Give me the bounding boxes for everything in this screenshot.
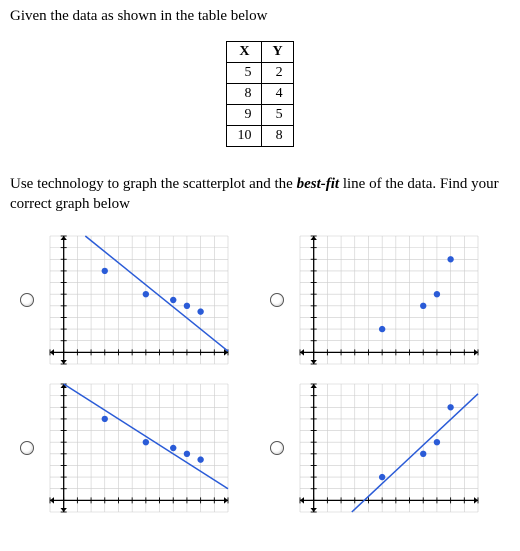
chart-D bbox=[294, 378, 484, 518]
data-point bbox=[143, 291, 149, 297]
table-row: 95 bbox=[227, 105, 293, 126]
data-point bbox=[379, 474, 385, 480]
choices-grid bbox=[10, 230, 510, 518]
data-point bbox=[102, 416, 108, 422]
instruction-text: Use technology to graph the scatterplot … bbox=[10, 175, 510, 214]
data-point bbox=[420, 451, 426, 457]
instruction-bold: best-fit bbox=[297, 176, 340, 192]
table-header: Y bbox=[262, 42, 293, 63]
table-header: X bbox=[227, 42, 262, 63]
data-point bbox=[197, 308, 203, 314]
table-cell: 8 bbox=[262, 126, 293, 147]
radio-D[interactable] bbox=[270, 441, 284, 455]
chart-B bbox=[294, 230, 484, 370]
data-point bbox=[102, 268, 108, 274]
data-point bbox=[170, 297, 176, 303]
data-point bbox=[184, 303, 190, 309]
choice-D bbox=[270, 378, 510, 518]
data-point bbox=[447, 404, 453, 410]
instruction-pre: Use technology to graph the scatterplot … bbox=[10, 176, 297, 192]
table-cell: 10 bbox=[227, 126, 262, 147]
radio-A[interactable] bbox=[20, 293, 34, 307]
data-point bbox=[447, 256, 453, 262]
data-point bbox=[184, 451, 190, 457]
chart-C bbox=[44, 378, 234, 518]
table-row: 52 bbox=[227, 63, 293, 84]
table-cell: 5 bbox=[227, 63, 262, 84]
table-cell: 8 bbox=[227, 84, 262, 105]
data-point bbox=[434, 439, 440, 445]
radio-C[interactable] bbox=[20, 441, 34, 455]
table-cell: 4 bbox=[262, 84, 293, 105]
data-point bbox=[420, 303, 426, 309]
data-table: XY 528495108 bbox=[226, 41, 293, 147]
table-cell: 5 bbox=[262, 105, 293, 126]
data-point bbox=[170, 445, 176, 451]
choice-B bbox=[270, 230, 510, 370]
data-point bbox=[434, 291, 440, 297]
data-point bbox=[143, 439, 149, 445]
choice-C bbox=[20, 378, 260, 518]
radio-B[interactable] bbox=[270, 293, 284, 307]
data-point bbox=[379, 326, 385, 332]
table-row: 84 bbox=[227, 84, 293, 105]
table-cell: 2 bbox=[262, 63, 293, 84]
choice-A bbox=[20, 230, 260, 370]
data-point bbox=[197, 456, 203, 462]
chart-A bbox=[44, 230, 234, 370]
table-row: 108 bbox=[227, 126, 293, 147]
table-cell: 9 bbox=[227, 105, 262, 126]
intro-text: Given the data as shown in the table bel… bbox=[10, 8, 510, 25]
